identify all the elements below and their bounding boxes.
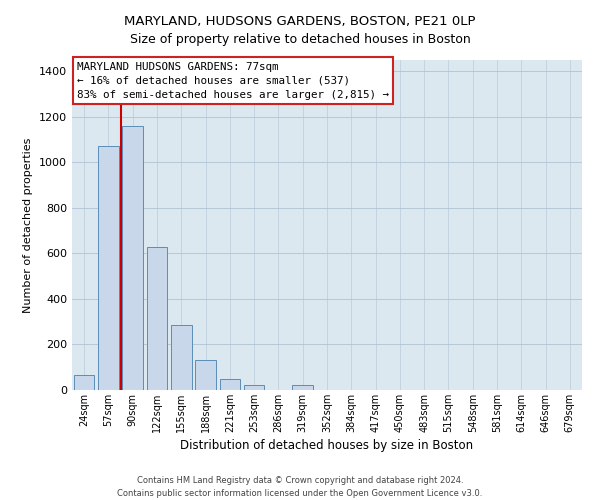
- Text: Contains HM Land Registry data © Crown copyright and database right 2024.
Contai: Contains HM Land Registry data © Crown c…: [118, 476, 482, 498]
- Text: MARYLAND HUDSONS GARDENS: 77sqm
← 16% of detached houses are smaller (537)
83% o: MARYLAND HUDSONS GARDENS: 77sqm ← 16% of…: [77, 62, 389, 100]
- Bar: [171, 325, 191, 390]
- Bar: [220, 379, 240, 390]
- Y-axis label: Number of detached properties: Number of detached properties: [23, 138, 34, 312]
- Bar: [195, 360, 216, 390]
- Bar: [146, 246, 167, 390]
- Bar: [292, 386, 313, 390]
- Bar: [244, 385, 265, 390]
- Text: MARYLAND, HUDSONS GARDENS, BOSTON, PE21 0LP: MARYLAND, HUDSONS GARDENS, BOSTON, PE21 …: [124, 15, 476, 28]
- X-axis label: Distribution of detached houses by size in Boston: Distribution of detached houses by size …: [181, 439, 473, 452]
- Text: Size of property relative to detached houses in Boston: Size of property relative to detached ho…: [130, 32, 470, 46]
- Bar: [74, 375, 94, 390]
- Bar: [122, 126, 143, 390]
- Bar: [98, 146, 119, 390]
